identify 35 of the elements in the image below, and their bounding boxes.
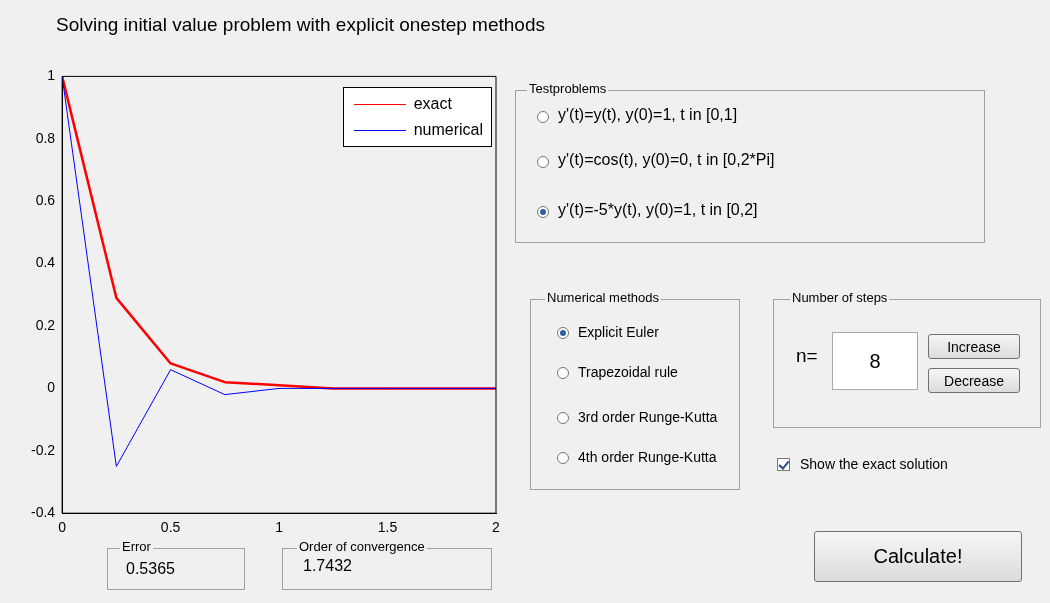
text: Explicit Euler <box>578 324 659 340</box>
text: 4th order Runge-Kutta <box>578 449 717 465</box>
text: 0.5365 <box>126 560 175 578</box>
text: y'(t)=-5*y(t), y(0)=1, t in [0,2] <box>558 201 758 219</box>
text: Number of steps <box>790 290 890 305</box>
x-tick-label: 0 <box>58 519 67 536</box>
x-tick-label: 2 <box>492 519 501 536</box>
text: Numerical methods <box>545 290 661 305</box>
y-tick-label: -0.4 <box>31 504 56 521</box>
legend-label: numerical <box>413 121 483 139</box>
text: Trapezoidal rule <box>578 364 678 380</box>
x-tick-label: 1 <box>275 519 284 536</box>
text: 1.7432 <box>303 557 352 575</box>
text: 3rd order Runge-Kutta <box>578 409 718 425</box>
y-tick-label: 1 <box>47 67 56 84</box>
text: n= <box>796 345 818 367</box>
chart-title: Solving initial value problem with explicit onestep methods <box>56 14 545 36</box>
text: y'(t)=y(t), y(0)=1, t in [0,1] <box>558 106 738 124</box>
y-tick-label: 0.6 <box>35 192 56 209</box>
y-tick-label: 0 <box>47 379 56 396</box>
y-tick-label: 0.4 <box>35 254 56 271</box>
x-tick-label: 0.5 <box>160 519 181 536</box>
text: Order of convergence <box>297 539 427 554</box>
button: Decrease <box>928 368 1020 393</box>
button: Increase <box>928 334 1020 359</box>
y-tick-label: 0.8 <box>35 129 56 146</box>
y-tick-label: -0.2 <box>31 441 56 458</box>
y-tick-label: 0.2 <box>35 316 56 333</box>
legend-label: exact <box>413 95 452 113</box>
text: y'(t)=cos(t), y(0)=0, t in [0,2*Pi] <box>558 151 775 169</box>
text: Error <box>120 539 153 554</box>
x-tick-label: 1.5 <box>377 519 398 536</box>
button: Calculate! <box>814 531 1022 582</box>
text: Testproblems <box>527 81 609 96</box>
text: Show the exact solution <box>800 456 948 472</box>
